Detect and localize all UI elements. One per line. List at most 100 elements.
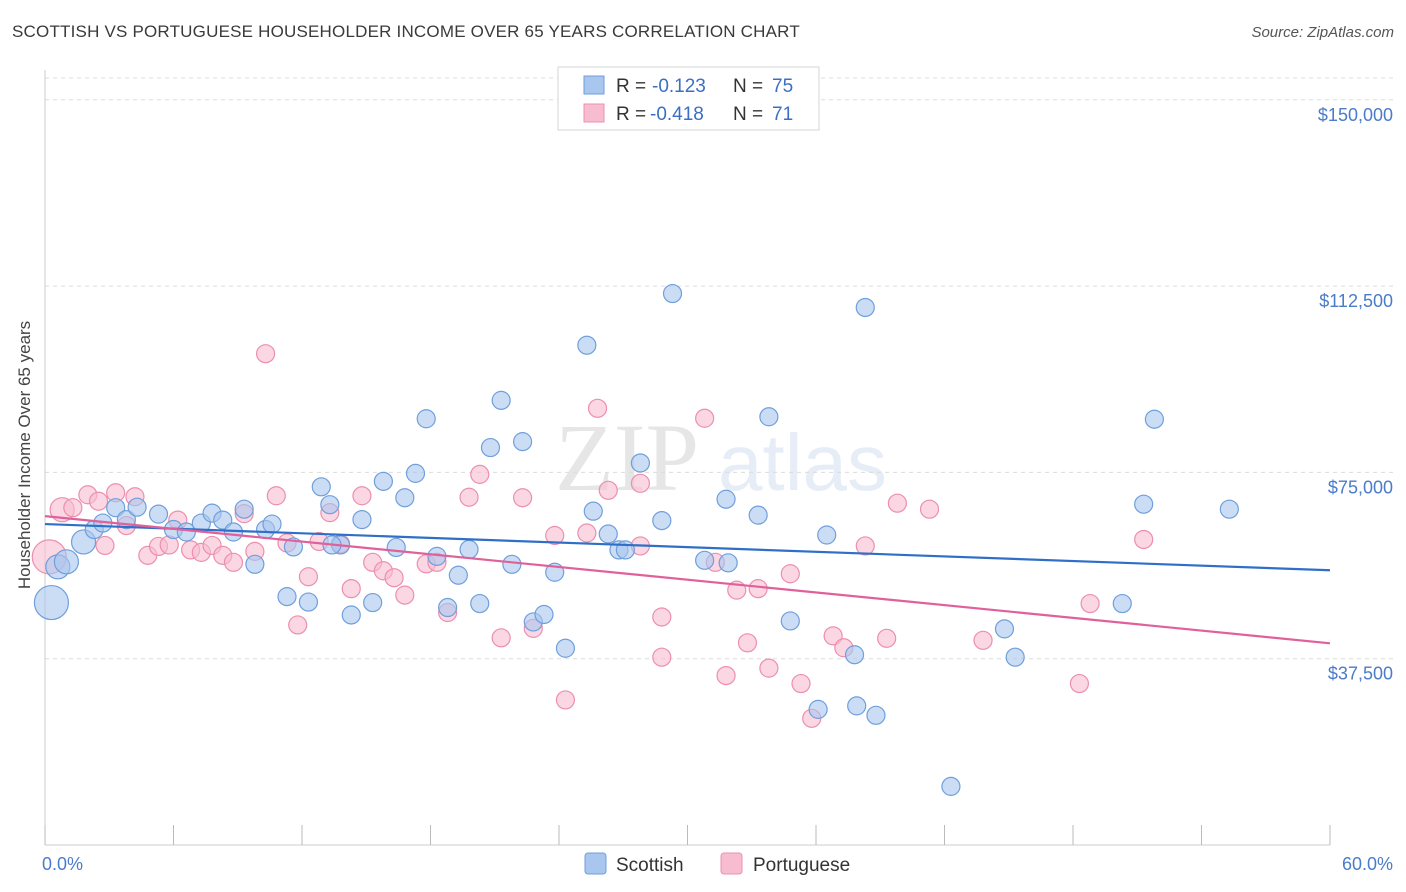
- portuguese-point-33: [395, 585, 415, 605]
- portuguese-point-28: [341, 579, 361, 599]
- stats-n-label-portuguese: N =: [733, 104, 763, 125]
- scottish-point-74: [615, 540, 635, 560]
- scottish-point-38: [470, 593, 490, 614]
- scottish-point-48: [583, 501, 603, 521]
- scottish-point-28: [363, 592, 383, 613]
- scottish-point-58: [759, 407, 779, 427]
- portuguese-point-5: [95, 535, 115, 556]
- scottish-point-37: [459, 539, 479, 560]
- scottish-point-47: [577, 335, 597, 355]
- legend-swatch-scottish: [584, 852, 607, 875]
- scottish-point-41: [502, 554, 522, 574]
- portuguese-point-39: [491, 628, 511, 648]
- scottish-point-60: [817, 525, 837, 545]
- scottish-trend-line: [44, 522, 1331, 572]
- stats-r-label-portuguese: R =: [616, 104, 646, 125]
- scottish-point-51: [630, 453, 650, 473]
- portuguese-point-21: [266, 486, 286, 506]
- portuguese-point-43: [555, 690, 576, 710]
- scottish-point-44: [534, 604, 554, 625]
- scottish-point-55: [716, 489, 736, 509]
- scottish-point-70: [1144, 409, 1164, 429]
- scottish-point-29: [373, 471, 393, 491]
- y-tick-label-3: $150,000: [1318, 105, 1393, 125]
- scottish-point-67: [1005, 647, 1025, 667]
- watermark-atlas: atlas: [718, 418, 887, 507]
- portuguese-point-59: [791, 673, 811, 694]
- stats-r-value-scottish: -0.123: [652, 76, 706, 97]
- scottish-point-39: [480, 437, 501, 458]
- scottish-point-52: [652, 510, 672, 531]
- portuguese-point-65: [887, 493, 907, 513]
- legend-label-scottish: Scottish: [616, 855, 684, 876]
- portuguese-point-38: [470, 464, 490, 484]
- scottish-point-71: [1219, 499, 1239, 519]
- series-legend: Scottish Portuguese: [584, 852, 850, 876]
- scottish-point-22: [298, 592, 319, 612]
- legend-label-portuguese: Portuguese: [753, 855, 850, 876]
- scottish-point-0: [33, 584, 70, 621]
- portuguese-point-49: [652, 607, 672, 627]
- scottish-point-64: [866, 705, 886, 725]
- stats-r-label-scottish: R =: [616, 76, 646, 97]
- stats-legend-swatch-portuguese: [583, 103, 605, 123]
- scottish-point-65: [941, 776, 961, 796]
- scottish-point-62: [847, 696, 867, 716]
- portuguese-point-23: [288, 615, 308, 635]
- portuguese-point-45: [587, 398, 608, 418]
- legend-swatch-portuguese: [720, 852, 743, 875]
- portuguese-point-2: [63, 498, 83, 518]
- y-tick-label-2: $112,500: [1319, 291, 1393, 311]
- scottish-points: [33, 283, 1239, 796]
- y-tick-label-1: $75,000: [1328, 477, 1393, 497]
- y-axis-label: Householder Income Over 65 years: [15, 321, 34, 589]
- scottish-point-54: [695, 550, 715, 570]
- portuguese-point-20: [255, 344, 276, 364]
- scottish-point-53: [662, 283, 683, 304]
- scottish-point-9: [148, 504, 169, 524]
- portuguese-point-64: [877, 628, 897, 648]
- portuguese-point-51: [695, 408, 715, 428]
- chart-title: SCOTTISH VS PORTUGUESE HOUSEHOLDER INCOM…: [12, 22, 800, 41]
- axes: [44, 70, 1331, 846]
- scottish-point-69: [1134, 494, 1154, 514]
- portuguese-point-56: [748, 579, 768, 599]
- watermark-zip: ZIP: [555, 404, 699, 511]
- portuguese-point-69: [1080, 593, 1100, 614]
- portuguese-point-70: [1134, 529, 1154, 550]
- scottish-point-2: [53, 549, 80, 575]
- portuguese-points: [31, 344, 1154, 728]
- scottish-point-68: [1112, 593, 1132, 614]
- portuguese-point-46: [598, 480, 618, 500]
- scottish-point-23: [311, 477, 331, 497]
- scottish-point-66: [994, 619, 1015, 639]
- stats-legend: R = -0.123 N = 75 R = -0.418 N = 71: [557, 66, 820, 131]
- portuguese-point-61: [823, 626, 843, 646]
- scottish-point-59: [780, 611, 800, 631]
- portuguese-point-4: [88, 491, 109, 511]
- portuguese-point-44: [577, 523, 597, 543]
- portuguese-trend-line: [44, 515, 1331, 645]
- scottish-point-24: [320, 495, 340, 515]
- portuguese-point-47: [630, 473, 650, 493]
- portuguese-point-58: [780, 564, 800, 584]
- stats-n-value-scottish: 75: [772, 76, 793, 97]
- portuguese-point-66: [919, 499, 940, 519]
- scottish-point-40: [491, 390, 511, 410]
- scottish-point-27: [352, 509, 372, 530]
- scottish-point-72: [808, 699, 828, 719]
- portuguese-point-17: [223, 552, 244, 572]
- portuguese-point-52: [716, 665, 736, 686]
- scottish-point-36: [448, 565, 468, 585]
- portuguese-point-37: [459, 487, 479, 507]
- x-tick-max: 60.0%: [1342, 854, 1393, 874]
- scottish-point-31: [395, 488, 415, 508]
- scottish-point-57: [748, 505, 768, 525]
- gridlines: [45, 77, 1395, 660]
- scottish-point-56: [718, 553, 738, 573]
- scottish-point-19: [262, 514, 282, 534]
- portuguese-point-50: [652, 647, 672, 667]
- y-tick-labels: $37,500 $75,000 $112,500 $150,000: [1318, 105, 1393, 684]
- source-credit: Source: ZipAtlas.com: [1251, 24, 1394, 41]
- stats-n-label-scottish: N =: [733, 76, 763, 97]
